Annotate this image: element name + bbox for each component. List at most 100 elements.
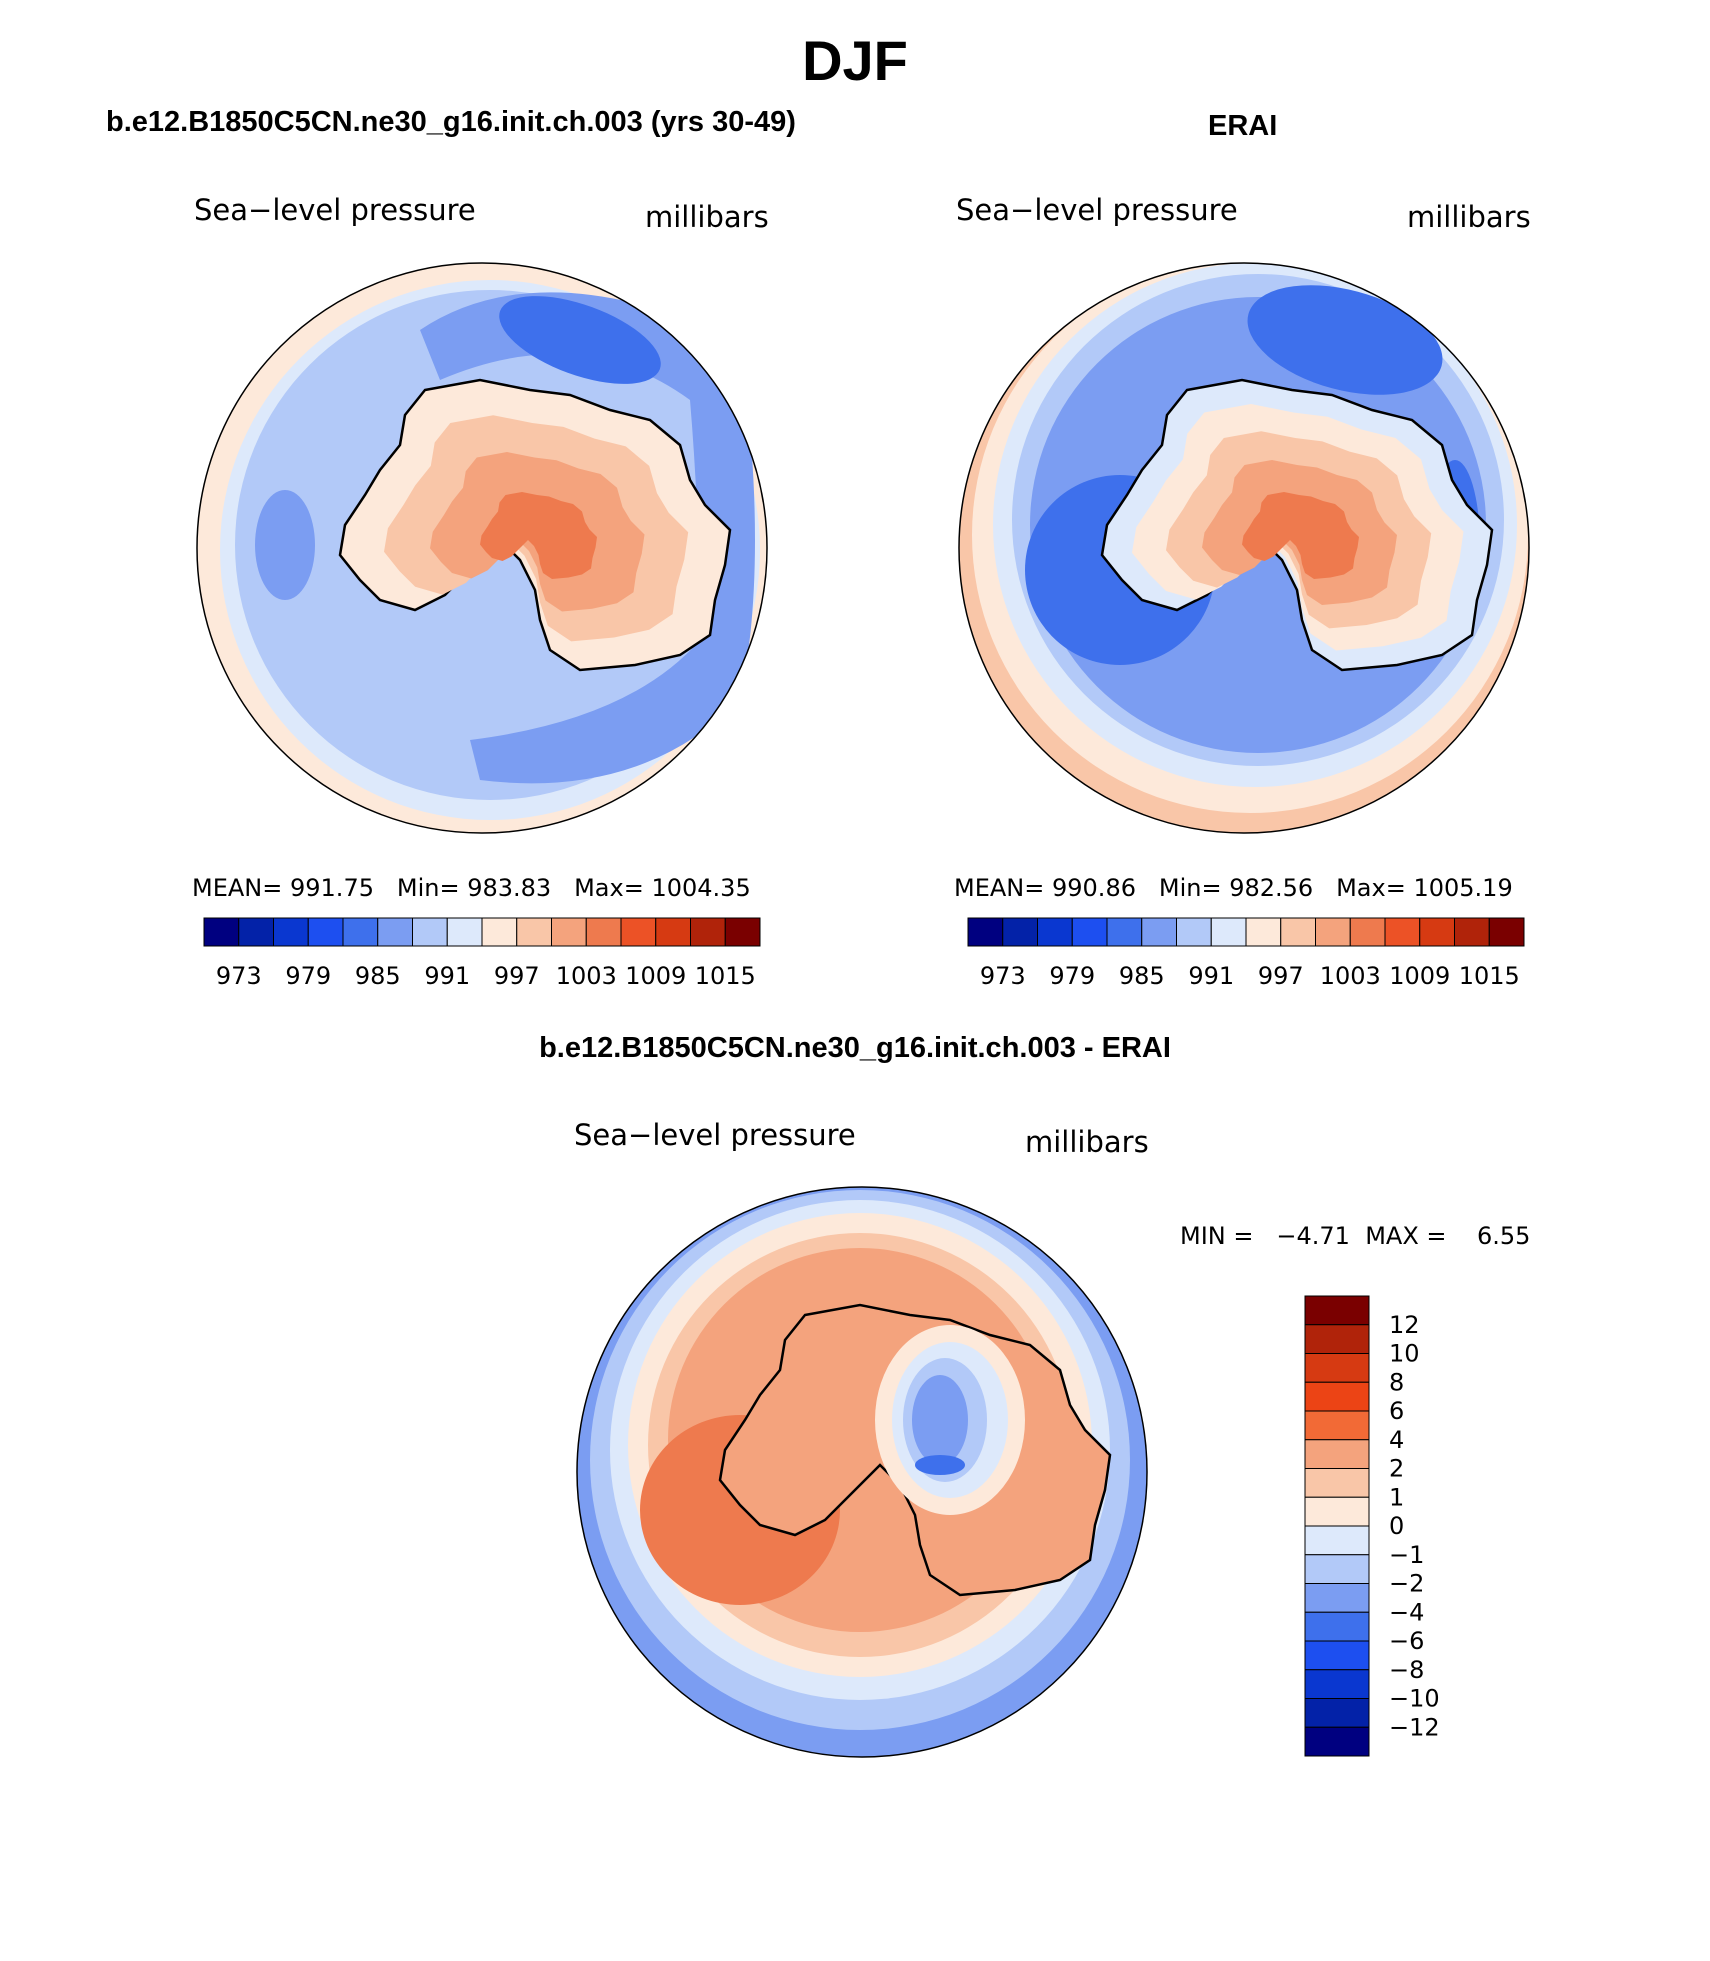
mean-value: 990.86 bbox=[1052, 874, 1136, 902]
map-fill-minus4b bbox=[912, 1375, 968, 1465]
colorbar-tick-label: 985 bbox=[355, 962, 401, 990]
colorbar-tick-label: 1015 bbox=[695, 962, 756, 990]
colorbar-tick-label: −10 bbox=[1389, 1685, 1440, 1713]
colorbar-tick-label: 985 bbox=[1119, 962, 1165, 990]
colorbar-tick-label: −1 bbox=[1389, 1541, 1424, 1569]
figure-title: DJF bbox=[802, 29, 908, 92]
colorbar-swatch bbox=[342, 917, 379, 947]
colorbar-swatch bbox=[446, 917, 483, 947]
colorbar-tick-label: 0 bbox=[1389, 1512, 1404, 1540]
panel-1-units-label: millibars bbox=[645, 200, 769, 234]
colorbar-swatch bbox=[1488, 917, 1525, 947]
map-boundary bbox=[958, 262, 1530, 834]
panel-3-variable-label: Sea−level pressure bbox=[574, 1118, 856, 1152]
panel-1-colorbar: 973 979 985 991 997 1003 1009 1015 bbox=[203, 917, 761, 990]
colorbar-tick-label: −12 bbox=[1389, 1713, 1440, 1741]
colorbar-tick-label: 973 bbox=[216, 962, 262, 990]
colorbar-swatch bbox=[516, 917, 552, 947]
colorbar-swatch bbox=[620, 917, 657, 947]
max-value: 1004.35 bbox=[651, 874, 751, 902]
panel-2-colorbar: 973 979 985 991 997 1003 1009 1015 bbox=[967, 917, 1525, 990]
colorbar-tick-label: −8 bbox=[1389, 1656, 1424, 1684]
colorbar-swatch bbox=[1245, 917, 1282, 947]
max-label: MAX = bbox=[1365, 1222, 1447, 1250]
colorbar-swatch bbox=[1315, 917, 1351, 947]
colorbar-swatch bbox=[1304, 1726, 1370, 1757]
colorbar-swatch bbox=[967, 917, 1004, 947]
colorbar-swatch bbox=[1176, 917, 1212, 947]
panel-1-variable-label: Sea−level pressure bbox=[194, 193, 476, 227]
colorbar-swatch bbox=[1002, 917, 1038, 947]
colorbar-tick-label: 1009 bbox=[625, 962, 686, 990]
panel-1-stats: MEAN= 991.75 Min= 983.83 Max= 1004.35 bbox=[192, 874, 751, 902]
colorbar-swatch bbox=[1071, 917, 1108, 947]
colorbar-tick-label: −6 bbox=[1389, 1627, 1424, 1655]
min-value: −4.71 bbox=[1276, 1222, 1350, 1250]
colorbar-swatch bbox=[1304, 1525, 1370, 1556]
colorbar-swatch bbox=[1384, 917, 1421, 947]
min-value: 982.56 bbox=[1229, 874, 1314, 902]
min-label: Min= bbox=[1158, 874, 1222, 902]
colorbar-swatch bbox=[1304, 1324, 1370, 1354]
colorbar-tick-label: 6 bbox=[1389, 1397, 1404, 1425]
colorbar-tick-label: 1003 bbox=[556, 962, 617, 990]
colorbar-tick-label: 2 bbox=[1389, 1455, 1404, 1483]
panel-2-title: ERAI bbox=[1208, 110, 1278, 142]
colorbar-swatch bbox=[1304, 1698, 1370, 1728]
colorbar-tick-label: 979 bbox=[1049, 962, 1095, 990]
colorbar-swatch bbox=[1304, 1353, 1370, 1383]
colorbar-tick-label: 1009 bbox=[1389, 962, 1450, 990]
panel-3-title: b.e12.B1850C5CN.ne30_g16.init.ch.003 - E… bbox=[539, 1032, 1171, 1064]
colorbar-swatch bbox=[1304, 1295, 1370, 1326]
colorbar-swatch bbox=[1304, 1468, 1370, 1498]
colorbar-swatch bbox=[307, 917, 344, 947]
colorbar-swatch bbox=[238, 917, 274, 947]
max-value: 6.55 bbox=[1477, 1222, 1531, 1250]
colorbar-tick-label: 979 bbox=[285, 962, 331, 990]
colorbar-tick-label: 1015 bbox=[1459, 962, 1520, 990]
colorbar-swatch bbox=[1304, 1669, 1370, 1699]
colorbar-swatch bbox=[1349, 917, 1386, 947]
colorbar-swatch bbox=[273, 917, 309, 947]
panel-3-units-label: millibars bbox=[1025, 1125, 1149, 1159]
max-label: Max= bbox=[1336, 874, 1406, 902]
mean-label: MEAN= bbox=[954, 874, 1045, 902]
colorbar-swatch bbox=[690, 917, 726, 947]
map-boundary bbox=[196, 262, 768, 834]
panel-1-title: b.e12.B1850C5CN.ne30_g16.init.ch.003 (yr… bbox=[106, 106, 796, 138]
map-boundary bbox=[576, 1186, 1148, 1758]
colorbar-tick-label: 12 bbox=[1389, 1311, 1420, 1339]
colorbar-tick-label: 991 bbox=[1188, 962, 1234, 990]
colorbar-swatch bbox=[1304, 1611, 1370, 1642]
map-low-center-b bbox=[1247, 285, 1443, 395]
colorbar-swatch bbox=[1106, 917, 1143, 947]
mean-value: 991.75 bbox=[290, 874, 374, 902]
colorbar-swatch bbox=[551, 917, 587, 947]
mean-label: MEAN= bbox=[192, 874, 283, 902]
map-fill-minus6 bbox=[915, 1455, 965, 1475]
colorbar-tick-label: 1 bbox=[1389, 1483, 1404, 1511]
colorbar-swatch bbox=[1419, 917, 1455, 947]
colorbar-swatch bbox=[412, 917, 448, 947]
colorbar-tick-label: 10 bbox=[1389, 1340, 1420, 1368]
panel-2-stats: MEAN= 990.86 Min= 982.56 Max= 1005.19 bbox=[954, 874, 1513, 902]
colorbar-swatch bbox=[1210, 917, 1247, 947]
colorbar-swatch bbox=[1304, 1554, 1370, 1584]
colorbar-swatch bbox=[1304, 1439, 1370, 1469]
colorbar-tick-label: 8 bbox=[1389, 1368, 1404, 1396]
colorbar-tick-label: 4 bbox=[1389, 1426, 1404, 1454]
colorbar-swatch bbox=[377, 917, 413, 947]
colorbar-swatch bbox=[724, 917, 761, 947]
colorbar-swatch bbox=[655, 917, 691, 947]
panel-2-variable-label: Sea−level pressure bbox=[956, 193, 1238, 227]
max-label: Max= bbox=[574, 874, 644, 902]
panel-1-map bbox=[196, 262, 768, 834]
colorbar-swatch bbox=[1304, 1583, 1370, 1613]
colorbar-swatch bbox=[481, 917, 518, 947]
colorbar-swatch bbox=[1280, 917, 1316, 947]
colorbar-swatch bbox=[203, 917, 240, 947]
colorbar-tick-label: 997 bbox=[494, 962, 540, 990]
max-value: 1005.19 bbox=[1413, 874, 1513, 902]
